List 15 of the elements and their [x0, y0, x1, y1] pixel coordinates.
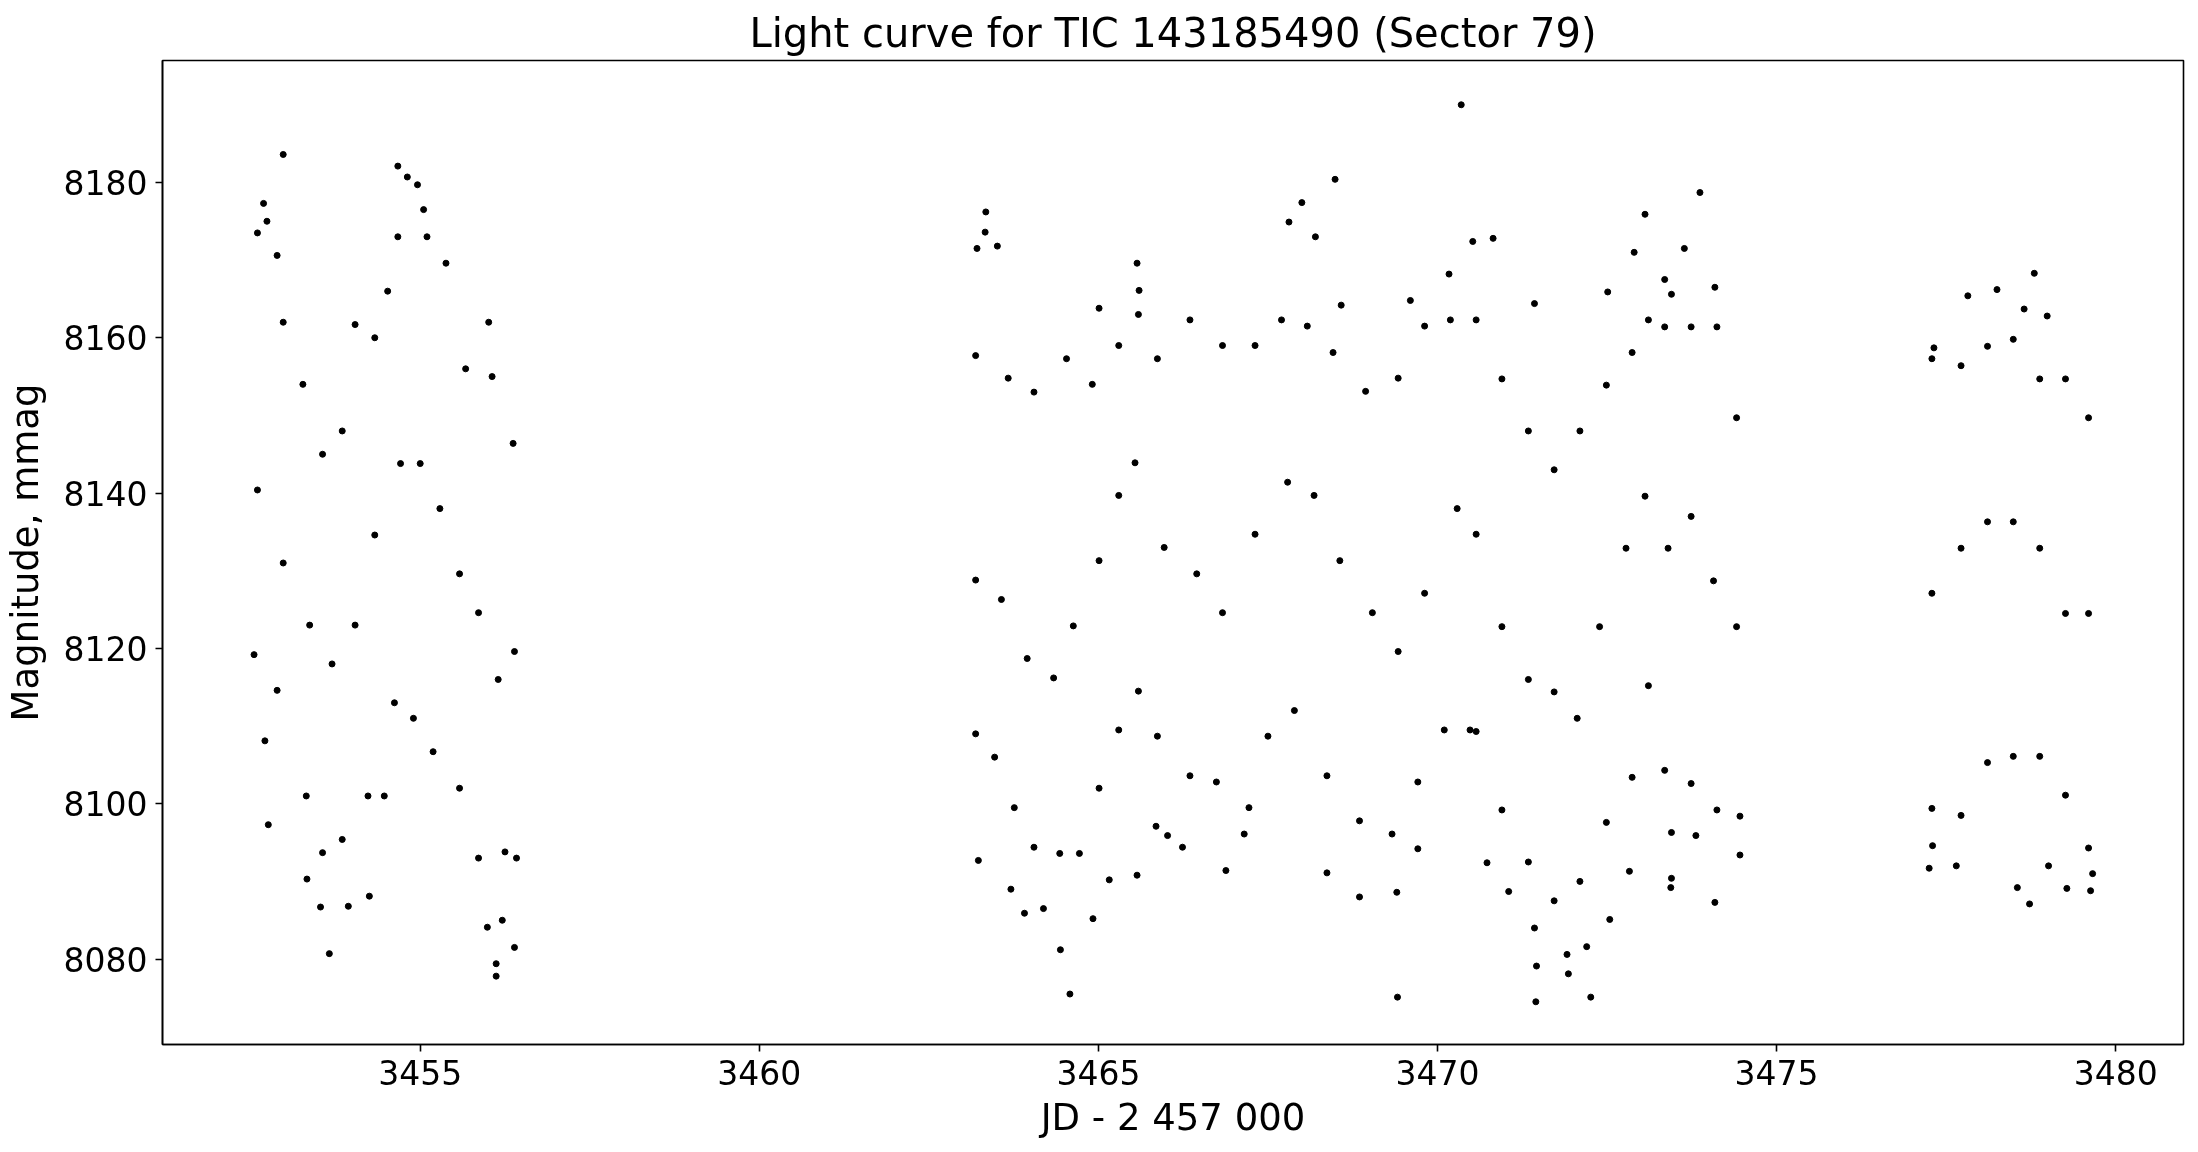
y-axis-title: Magnitude, mmag: [3, 383, 47, 722]
x-axis-title: JD - 2 457 000: [1038, 1095, 1306, 1139]
y-tick-label: 8140: [63, 474, 148, 514]
x-tick-label: 3455: [378, 1053, 463, 1093]
y-tick-label: 8120: [63, 629, 148, 669]
y-tick-label: 8160: [63, 319, 148, 359]
chart-title: Light curve for TIC 143185490 (Sector 79): [749, 9, 1597, 56]
x-tick-label: 3475: [1734, 1053, 1819, 1093]
x-tick-label: 3465: [1056, 1053, 1141, 1093]
y-tick-label: 8180: [63, 163, 148, 203]
y-tick-label: 8100: [63, 785, 148, 825]
x-tick-label: 3460: [717, 1053, 802, 1093]
y-tick-label: 8080: [63, 940, 148, 980]
x-tick-label: 3470: [1395, 1053, 1480, 1093]
x-tick-label: 3480: [2073, 1053, 2158, 1093]
